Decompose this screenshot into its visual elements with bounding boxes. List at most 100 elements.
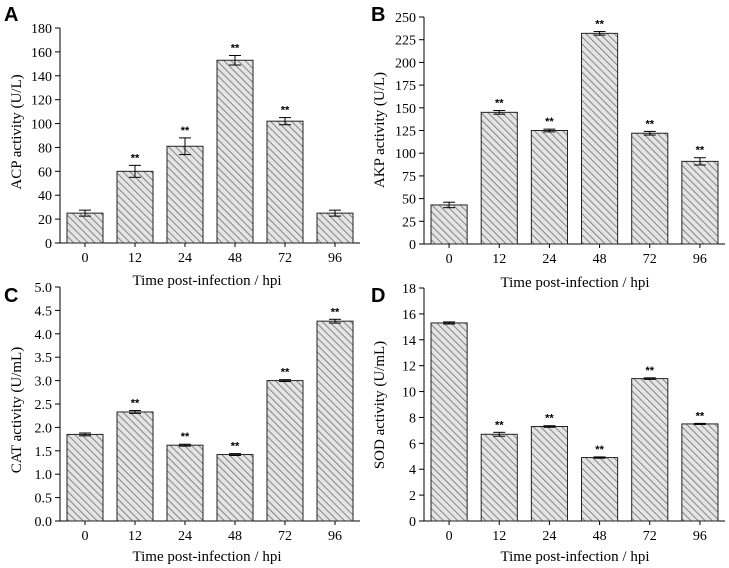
significance-marker: ** bbox=[181, 125, 190, 137]
x-tick-label: 48 bbox=[593, 252, 607, 267]
error-bar-24h bbox=[543, 425, 556, 428]
x-tick-label: 0 bbox=[82, 251, 89, 266]
significance-marker: ** bbox=[696, 145, 705, 157]
error-bar-12h bbox=[493, 110, 506, 115]
y-tick-label: 4.5 bbox=[35, 304, 53, 319]
error-bar-24h bbox=[179, 137, 191, 156]
x-axis-title-b: Time post-infection / hpi bbox=[500, 275, 649, 291]
y-tick-label: 60 bbox=[38, 165, 52, 180]
y-tick-label: 75 bbox=[402, 170, 416, 185]
x-axis-title-c: Time post-infection / hpi bbox=[132, 549, 281, 565]
error-bar-96h bbox=[329, 209, 341, 217]
y-tick-label: 20 bbox=[38, 213, 52, 228]
x-tick-label: 24 bbox=[542, 252, 556, 267]
y-axis-title-c: CAT activity (U/mL) bbox=[9, 347, 25, 473]
x-tick-label: 96 bbox=[328, 251, 342, 266]
panel-a: A ACP activity (U/L) Time post-infection… bbox=[4, 4, 360, 289]
error-bar-48h bbox=[593, 456, 606, 459]
bar-96h bbox=[681, 423, 719, 522]
y-tick-label: 8 bbox=[409, 411, 416, 426]
error-bar-96h bbox=[693, 422, 706, 425]
panel-letter-b: B bbox=[371, 4, 385, 26]
significance-marker: ** bbox=[545, 413, 554, 425]
error-bar-12h bbox=[129, 164, 141, 178]
error-bar-12h bbox=[129, 410, 141, 414]
y-tick-label: 2 bbox=[409, 489, 416, 504]
y-tick-label: 0.0 bbox=[35, 515, 53, 530]
x-axis-title-d: Time post-infection / hpi bbox=[500, 549, 649, 565]
bar-24h bbox=[166, 145, 204, 244]
error-bar-12h bbox=[493, 431, 506, 437]
x-tick-label: 12 bbox=[492, 252, 506, 267]
y-tick-label: 0 bbox=[45, 237, 52, 252]
x-tick-label: 0 bbox=[446, 529, 453, 544]
error-bar-0h bbox=[79, 432, 91, 437]
bar-0h bbox=[430, 322, 468, 522]
significance-marker: ** bbox=[645, 365, 654, 377]
y-tick-label: 175 bbox=[395, 79, 416, 94]
x-tick-label: 24 bbox=[178, 251, 192, 266]
plot-area-c: 0.0 0.5 1.0 1.5 2.0 2.5 3.0 3.5 4.0 4.5 5.0 0 ** 12 **… bbox=[35, 281, 360, 544]
bar-72h bbox=[631, 378, 669, 522]
bar-48h bbox=[216, 59, 254, 244]
x-axis-title-a: Time post-infection / hpi bbox=[132, 273, 281, 289]
significance-marker: ** bbox=[495, 98, 504, 110]
y-tick-label: 3.0 bbox=[35, 375, 53, 390]
y-tick-label: 100 bbox=[395, 147, 416, 162]
y-tick-label: 180 bbox=[31, 22, 52, 37]
error-bar-0h bbox=[79, 209, 91, 217]
y-tick-label: 6 bbox=[409, 437, 416, 452]
x-tick-label: 72 bbox=[278, 251, 292, 266]
significance-marker: ** bbox=[645, 118, 654, 130]
significance-marker: ** bbox=[231, 42, 240, 54]
y-tick-label: 80 bbox=[38, 141, 52, 156]
y-tick-label: 40 bbox=[38, 189, 52, 204]
x-tick-label: 96 bbox=[693, 252, 707, 267]
panel-d: D SOD activity (U/mL) Time post-infectio… bbox=[371, 282, 725, 565]
significance-marker: ** bbox=[595, 19, 604, 31]
error-bar-72h bbox=[643, 377, 656, 380]
y-tick-label: 150 bbox=[395, 102, 416, 117]
y-tick-label: 250 bbox=[395, 11, 416, 26]
y-tick-label: 12 bbox=[402, 360, 416, 375]
bar-96h bbox=[316, 212, 354, 244]
significance-marker: ** bbox=[181, 431, 190, 443]
x-tick-label: 48 bbox=[228, 251, 242, 266]
y-tick-label: 200 bbox=[395, 56, 416, 71]
x-tick-label: 0 bbox=[446, 252, 453, 267]
panel-letter-a: A bbox=[4, 4, 18, 26]
y-tick-label: 125 bbox=[395, 125, 416, 140]
bar-12h bbox=[116, 170, 154, 244]
error-bar-96h bbox=[329, 318, 341, 324]
y-tick-label: 18 bbox=[402, 282, 416, 297]
bar-24h bbox=[530, 426, 568, 522]
y-tick-label: 0.5 bbox=[35, 492, 53, 507]
y-tick-label: 2.0 bbox=[35, 421, 53, 436]
significance-marker: ** bbox=[131, 152, 140, 164]
bar-0h bbox=[66, 212, 104, 244]
y-tick-label: 14 bbox=[402, 334, 416, 349]
bar-0h bbox=[66, 433, 104, 522]
bar-24h bbox=[166, 444, 204, 522]
bar-72h bbox=[266, 120, 304, 244]
y-tick-label: 0 bbox=[409, 238, 416, 253]
bar-12h bbox=[480, 111, 518, 245]
significance-marker: ** bbox=[281, 105, 290, 117]
error-bar-48h bbox=[593, 31, 606, 36]
x-tick-label: 48 bbox=[228, 529, 242, 544]
bar-24h bbox=[530, 130, 568, 245]
significance-marker: ** bbox=[281, 367, 290, 379]
y-tick-label: 3.5 bbox=[35, 351, 53, 366]
error-bar-0h bbox=[443, 321, 456, 325]
y-tick-label: 2.5 bbox=[35, 398, 53, 413]
y-tick-label: 1.5 bbox=[35, 445, 53, 460]
error-bar-24h bbox=[543, 128, 556, 133]
x-tick-label: 96 bbox=[693, 529, 707, 544]
x-tick-label: 72 bbox=[643, 529, 657, 544]
x-tick-label: 72 bbox=[278, 529, 292, 544]
x-tick-label: 12 bbox=[128, 251, 142, 266]
plot-area-a: 0 20 40 60 80 100 120 140 160 180 0 ** 12 ** 24 ** 48 ** 7… bbox=[31, 22, 360, 266]
y-tick-label: 50 bbox=[402, 193, 416, 208]
